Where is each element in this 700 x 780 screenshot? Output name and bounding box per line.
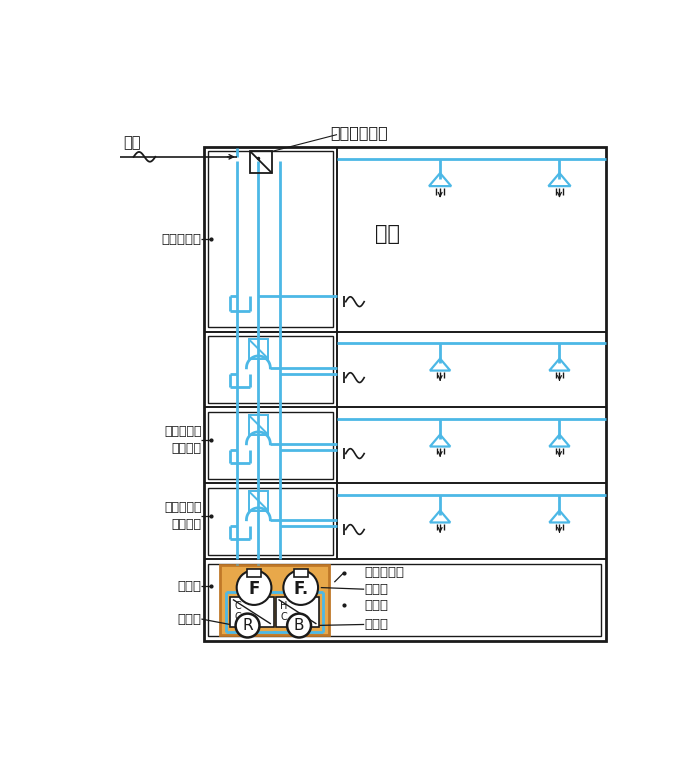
Text: 給気ダクト
（冷風）: 給気ダクト （冷風） <box>164 425 202 455</box>
Bar <box>248 415 268 434</box>
Bar <box>247 569 261 577</box>
Text: B: B <box>294 618 304 633</box>
Text: H: H <box>280 601 288 612</box>
Circle shape <box>236 614 260 637</box>
Text: 給気ダクト
（温風）: 給気ダクト （温風） <box>164 501 202 531</box>
Circle shape <box>284 570 318 605</box>
Bar <box>248 339 268 359</box>
Bar <box>230 597 274 626</box>
Text: C: C <box>234 601 241 612</box>
Bar <box>276 597 319 626</box>
Text: 還気ダクト: 還気ダクト <box>364 566 404 580</box>
Bar <box>209 564 601 636</box>
Text: 機械室: 機械室 <box>364 599 388 612</box>
Bar <box>209 151 332 327</box>
Text: 外気ダクト: 外気ダクト <box>162 232 202 246</box>
Text: 空調機: 空調機 <box>177 580 202 593</box>
Text: F: F <box>248 580 260 597</box>
Text: F.: F. <box>293 580 308 597</box>
Text: 混合ボックス: 混合ボックス <box>330 125 388 140</box>
Text: 温水: 温水 <box>292 595 306 608</box>
Bar <box>209 488 332 555</box>
Text: ボイラ: ボイラ <box>364 618 388 631</box>
Text: 還気: 還気 <box>375 224 400 244</box>
Bar <box>209 412 332 479</box>
Circle shape <box>287 614 311 637</box>
Text: 外気: 外気 <box>122 135 140 151</box>
Text: C: C <box>280 612 287 622</box>
Text: R: R <box>242 618 253 633</box>
Text: C: C <box>234 612 241 622</box>
Text: 冷水: 冷水 <box>241 595 255 608</box>
Bar <box>204 147 606 640</box>
Circle shape <box>237 570 272 605</box>
Text: 冷凍機: 冷凍機 <box>177 612 202 626</box>
Text: 送風機: 送風機 <box>364 583 388 596</box>
Bar <box>251 151 272 173</box>
Bar <box>209 336 332 403</box>
Bar <box>220 565 329 636</box>
Bar <box>248 491 268 511</box>
Bar <box>294 569 308 577</box>
